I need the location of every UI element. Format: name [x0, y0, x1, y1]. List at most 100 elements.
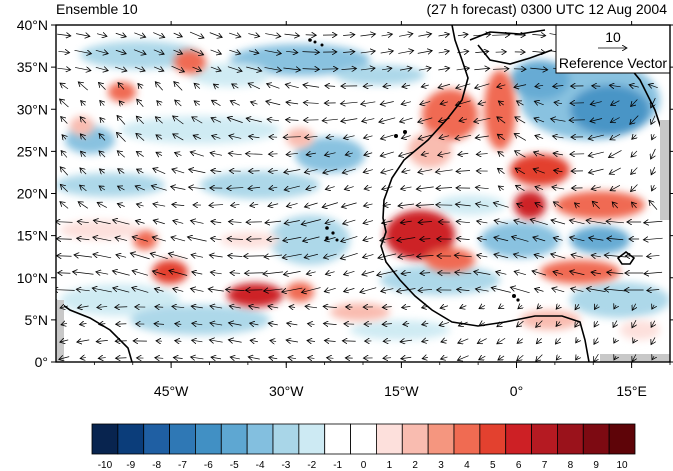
wind-vector: [534, 152, 545, 156]
wind-vector: [644, 272, 663, 274]
wind-vector: [155, 307, 164, 308]
wind-vector: [456, 171, 471, 172]
wind-vector: [153, 204, 166, 206]
wind-vector: [100, 100, 105, 105]
wind-vector: [138, 84, 142, 89]
wind-vector: [156, 135, 163, 139]
wind-vector: [250, 323, 259, 325]
wind-vector: [189, 169, 206, 173]
wind-vector: [438, 118, 450, 121]
wind-vector: [400, 221, 412, 223]
wind-vector: [553, 153, 564, 155]
wind-vector: [154, 289, 164, 292]
wind-vector: [403, 324, 410, 325]
wind-vector: [113, 220, 130, 225]
wind-vector: [119, 101, 123, 105]
wind-vector: [210, 323, 223, 325]
wind-vector: [325, 86, 336, 87]
wind-vector: [652, 356, 654, 360]
wind-vector: [535, 135, 544, 138]
wind-vector: [455, 204, 471, 206]
wind-vector: [497, 320, 506, 326]
wind-vector: [268, 170, 278, 171]
wind-vector: [574, 203, 579, 207]
wind-vector: [477, 338, 487, 344]
wind-vector: [570, 237, 585, 241]
wind-vector: [555, 337, 560, 344]
lon-label: 0°: [510, 383, 523, 399]
wind-vector: [475, 187, 489, 188]
wind-vector: [552, 288, 565, 292]
wind-vector: [134, 32, 145, 37]
wind-vector: [420, 101, 431, 104]
wind-vector: [364, 153, 373, 155]
wind-vector: [211, 118, 222, 123]
wind-vector: [380, 51, 394, 53]
wind-vector: [227, 66, 242, 72]
colorbar-label: -3: [281, 460, 290, 471]
wind-vector: [591, 255, 601, 257]
wind-vector: [604, 255, 626, 257]
wind-vector: [399, 34, 413, 37]
wind-vector: [229, 306, 241, 308]
wind-vector: [325, 272, 335, 275]
colorbar-label: -9: [126, 460, 135, 471]
colorbar-swatch: [169, 423, 196, 455]
wind-vector: [614, 339, 616, 343]
wind-vector: [416, 205, 434, 206]
wind-vector: [304, 203, 318, 207]
wind-vector: [227, 238, 243, 239]
wind-vector: [58, 51, 69, 52]
wind-vector: [113, 288, 130, 293]
wind-vector: [421, 85, 429, 87]
wind-vector: [418, 34, 431, 37]
wind-vector: [250, 340, 258, 342]
wind-vector: [60, 83, 69, 90]
wind-vector: [422, 357, 428, 358]
wind-vector: [265, 221, 282, 223]
wind-vector: [536, 320, 543, 328]
wind-vector: [632, 135, 636, 140]
wind-vector: [532, 51, 545, 52]
wind-vector: [132, 288, 149, 293]
wind-vector: [652, 184, 655, 191]
wind-vector: [360, 51, 375, 53]
wind-vector: [246, 154, 263, 155]
wind-vector: [380, 102, 394, 105]
wind-vector: [322, 202, 338, 208]
cool-anomaly-field: [56, 41, 670, 340]
wind-vector: [230, 101, 240, 106]
wind-vector: [210, 153, 222, 156]
wind-vector: [323, 254, 337, 258]
wind-vector: [456, 238, 470, 239]
missing-data-south: [600, 354, 670, 362]
wind-vector: [514, 85, 527, 88]
wind-vector: [474, 272, 491, 275]
colorbar-swatch: [608, 423, 636, 455]
wind-vector: [576, 356, 579, 360]
wind-vector: [382, 68, 392, 70]
wind-vector: [651, 115, 655, 125]
wind-vector: [458, 322, 468, 326]
wind-vector: [228, 340, 242, 343]
colorbar-swatch: [505, 423, 532, 455]
wind-vector: [263, 272, 284, 274]
wind-vector: [287, 323, 298, 325]
wind-vector: [168, 253, 188, 259]
wind-vector: [231, 204, 240, 205]
wind-vector: [192, 272, 203, 274]
wind-vector: [400, 340, 413, 342]
wind-vector: [477, 221, 488, 223]
wind-vector: [62, 135, 66, 140]
wind-vector: [115, 33, 126, 37]
wind-vector: [172, 169, 185, 173]
wind-vector: [76, 289, 90, 291]
wind-vector: [213, 84, 218, 88]
wind-vector: [96, 340, 108, 341]
wind-vector: [117, 115, 126, 125]
colorbar-label: 1: [387, 460, 393, 471]
wind-vector: [61, 117, 68, 124]
wind-vector: [227, 188, 244, 189]
wind-vector: [286, 153, 298, 154]
wind-vector: [477, 255, 488, 257]
